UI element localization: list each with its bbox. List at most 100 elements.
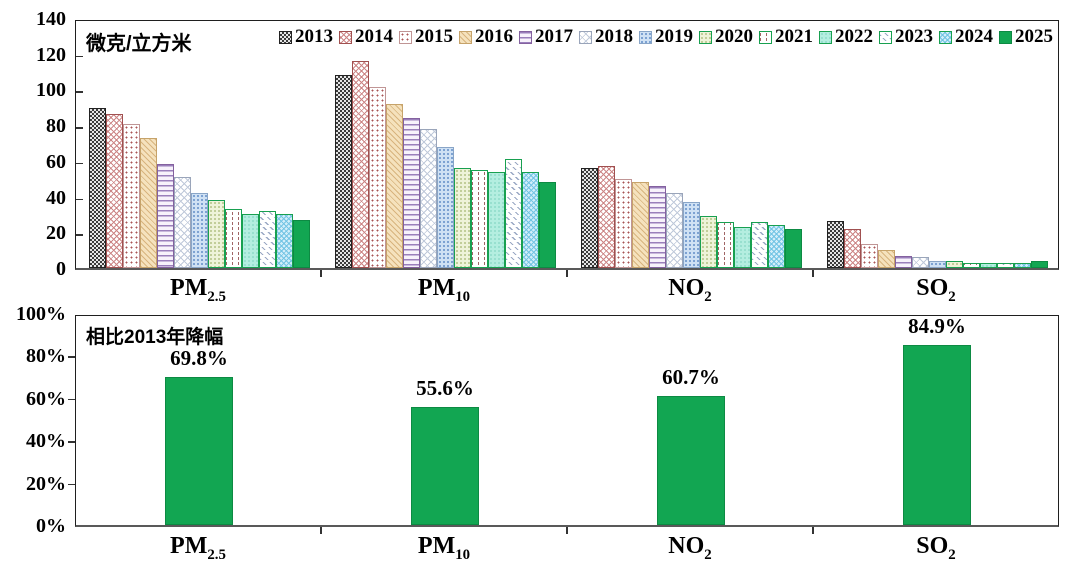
legend-item-2025: 2025 (999, 26, 1053, 48)
legend-label-2021: 2021 (775, 26, 813, 47)
y-tick-label: 60 (46, 150, 66, 173)
bar-pm25-2015 (122, 124, 140, 268)
bar-so2-2018 (911, 257, 929, 268)
bar-pm10-2019 (436, 146, 454, 268)
reduction-bar-pm25 (165, 377, 233, 525)
bar-group-so2 (814, 21, 1060, 268)
y-tick-mark-pct (68, 441, 75, 443)
x-boundary-tick-pct (566, 527, 568, 534)
bar-no2-2023 (750, 221, 768, 268)
reduction-bar-no2 (657, 396, 725, 525)
legend-item-2020: 2020 (699, 26, 753, 48)
legend-item-2019: 2019 (639, 26, 693, 48)
bar-pm10-2020 (453, 168, 471, 268)
bar-pm25-2016 (139, 137, 157, 268)
y-tick-label: 0 (56, 258, 66, 281)
legend-label-2024: 2024 (955, 26, 993, 47)
bar-pm25-2020 (207, 200, 225, 268)
legend-item-2013: 2013 (279, 26, 333, 48)
bar-so2-2020 (945, 260, 963, 268)
bar-pm25-2013 (88, 108, 106, 268)
legend-label-2013: 2013 (295, 26, 333, 47)
y-tick-mark (76, 198, 83, 201)
bar-no2-2019 (682, 201, 700, 268)
bar-no2-2018 (665, 193, 683, 268)
y-tick-mark-pct (68, 356, 75, 358)
legend-label-2018: 2018 (595, 26, 633, 47)
legend-label-2023: 2023 (895, 26, 933, 47)
legend-item-2021: 2021 (759, 26, 813, 48)
bar-slot-so2: 84.9% (814, 314, 1060, 525)
legend-label-2016: 2016 (475, 26, 513, 47)
legend-label-2022: 2022 (835, 26, 873, 47)
bar-pm10-2024 (521, 171, 539, 268)
unit-label: 微克/立方米 (86, 33, 192, 55)
bar-so2-2017 (894, 255, 912, 268)
bar-pm10-2023 (504, 159, 522, 268)
bar-pm25-2021 (224, 209, 242, 268)
value-label-pm25: 69.8% (170, 346, 228, 371)
legend-item-2022: 2022 (819, 26, 873, 48)
bar-so2-2019 (928, 260, 946, 268)
reduction-bar-so2 (903, 345, 971, 525)
legend-item-2015: 2015 (399, 26, 453, 48)
bar-group-pm25 (76, 21, 322, 268)
bar-pm25-2022 (241, 214, 259, 268)
x-boundary-tick-pct (320, 527, 322, 534)
bar-so2-2016 (877, 250, 895, 268)
bar-no2-2014 (597, 166, 615, 268)
bar-no2-2015 (614, 178, 632, 268)
legend-key-2015 (399, 30, 412, 44)
legend-label-2025: 2025 (1015, 26, 1053, 47)
y-tick-mark-pct (68, 398, 75, 401)
bar-pm10-2018 (419, 128, 437, 268)
reduction-title: 相比2013年降幅 (86, 327, 224, 348)
category-label-so2: SO2 (916, 275, 956, 305)
bar-no2-2025 (784, 228, 802, 268)
legend-key-2021 (759, 30, 772, 44)
legend-item-2017: 2017 (519, 26, 573, 48)
legend-key-2017 (519, 30, 532, 44)
y-tick-label: 40 (46, 186, 66, 209)
bar-so2-2022 (979, 262, 997, 268)
x-boundary-tick (320, 270, 322, 277)
bar-so2-2025 (1030, 260, 1048, 268)
legend-key-2019 (639, 30, 652, 44)
value-label-pm10: 55.6% (416, 376, 474, 401)
bar-no2-2021 (716, 221, 734, 268)
y-tick-label-pct: 20% (26, 472, 66, 495)
category-label-no2: NO2 (668, 275, 712, 305)
legend-item-2014: 2014 (339, 26, 393, 48)
reduction-bar-pm10 (411, 407, 479, 525)
legend-item-2024: 2024 (939, 26, 993, 48)
bar-pm10-2014 (351, 60, 369, 268)
bar-pm10-2015 (368, 86, 386, 268)
legend-label-2015: 2015 (415, 26, 453, 47)
legend-label-2017: 2017 (535, 26, 573, 47)
category-label-pct-pm10: PM10 (417, 533, 471, 563)
category-label-pm25: PM2.5 (170, 275, 226, 305)
y-tick-label: 20 (46, 222, 66, 245)
legend-item-2023: 2023 (879, 26, 933, 48)
y-tick-mark (76, 127, 83, 129)
x-boundary-tick (812, 270, 814, 277)
legend-key-2023 (879, 30, 892, 44)
legend-label-2019: 2019 (655, 26, 693, 47)
bar-pm25-2023 (258, 210, 276, 268)
bar-pm25-2019 (190, 193, 208, 268)
y-tick-label: 80 (46, 115, 66, 138)
year-legend: 2013 2014 2015 2016 2017 2018 2019 2020 2021 2022… (279, 26, 1053, 48)
bar-so2-2021 (962, 262, 980, 268)
value-label-no2: 60.7% (662, 365, 720, 390)
bar-no2-2022 (733, 226, 751, 268)
bar-so2-2014 (843, 228, 861, 268)
bar-pm25-2024 (275, 213, 293, 268)
bar-pm10-2021 (470, 169, 488, 268)
bar-no2-2013 (580, 168, 598, 268)
legend-key-2024 (939, 30, 952, 44)
y-tick-mark (76, 162, 83, 165)
legend-key-2025 (999, 30, 1012, 44)
legend-label-2020: 2020 (715, 26, 753, 47)
bar-slot-pm25: 69.8% (76, 316, 322, 525)
